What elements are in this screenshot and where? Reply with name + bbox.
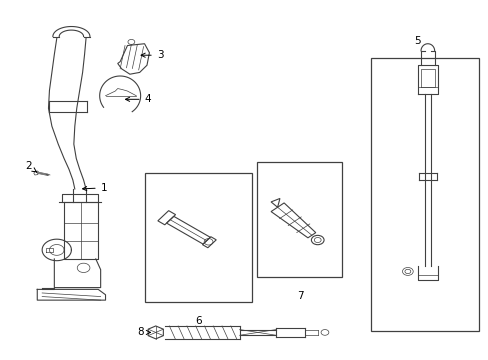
Text: 1: 1 [82, 183, 107, 193]
Text: 3: 3 [141, 50, 163, 60]
Bar [370, 58, 478, 330]
Text: 6: 6 [194, 316, 201, 326]
Text: 7: 7 [297, 291, 303, 301]
Bar [256, 162, 341, 277]
Bar [144, 173, 251, 302]
Text: 8: 8 [137, 327, 150, 337]
Text: 4: 4 [125, 94, 151, 104]
Text: 2: 2 [25, 161, 37, 172]
Text: 5: 5 [413, 36, 420, 45]
